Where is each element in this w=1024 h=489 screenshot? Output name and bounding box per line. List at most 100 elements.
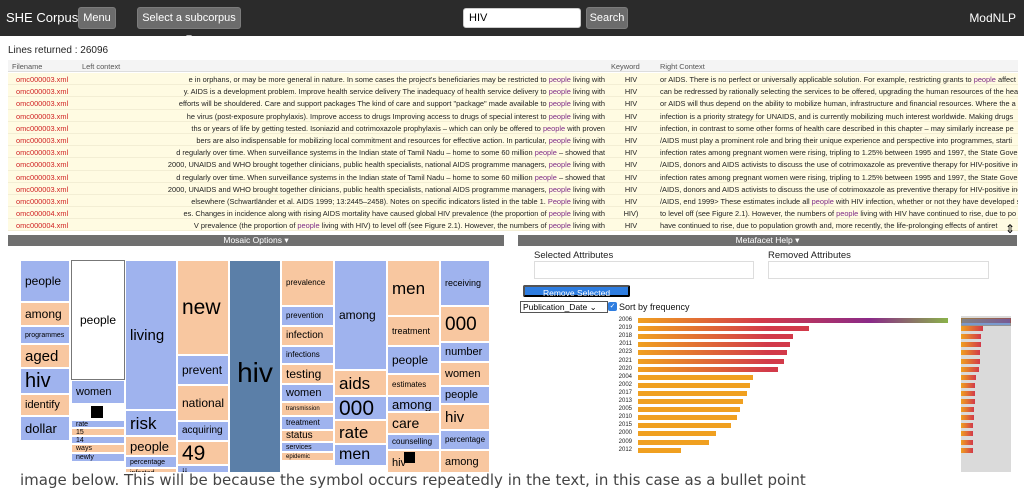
mosaic-tile[interactable]: women [440, 362, 490, 386]
mosaic-tile[interactable]: rate [334, 420, 387, 444]
mosaic-tile[interactable]: among [440, 450, 490, 472]
concordance-row[interactable]: omc000003.xml he virus (post-exposure pro… [8, 109, 1018, 122]
mosaic-tile[interactable]: infections [281, 346, 334, 364]
frequency-bar[interactable] [638, 366, 778, 372]
mosaic-tile[interactable]: prevalence [281, 260, 334, 306]
concordance-row[interactable]: omc000003.xml d regularly over time. When… [8, 170, 1018, 183]
mosaic-tile[interactable]: prevent [177, 355, 229, 385]
bullet-symbol-tile[interactable] [404, 452, 415, 463]
remove-selected-button[interactable]: Remove Selected [523, 285, 630, 298]
filename-cell[interactable]: omc000003.xml [16, 160, 69, 170]
concordance-row[interactable]: omc000003.xml 2000, UNAIDS and WHO brough… [8, 182, 1018, 195]
filename-cell[interactable]: omc000003.xml [16, 123, 69, 133]
concordance-row[interactable]: omc000003.xml elsewhere (Schwartländer et… [8, 194, 1018, 208]
mosaic-tile[interactable]: aged [20, 344, 70, 368]
mosaic-tile[interactable]: people [125, 436, 177, 456]
mosaic-tile[interactable]: aids [334, 370, 387, 396]
frequency-bar[interactable] [638, 382, 750, 388]
frequency-bar[interactable] [638, 447, 682, 453]
mosaic-tile[interactable]: national [177, 385, 229, 421]
mosaic-tile[interactable]: among [334, 260, 387, 370]
mosaic-tile[interactable]: programmes [20, 326, 70, 344]
mosaic-tile[interactable]: estimates [387, 374, 440, 396]
mosaic-tile[interactable]: 14 [71, 436, 125, 444]
mosaic-tile[interactable]: care [387, 412, 440, 434]
filename-cell[interactable]: omc000004.xml [16, 209, 69, 219]
frequency-bar[interactable] [638, 431, 716, 437]
concordance-row[interactable]: omc000003.xml y. AIDS is a development pr… [8, 85, 1018, 98]
mosaic-tile[interactable]: receiving [440, 260, 490, 306]
frequency-bar[interactable] [638, 374, 753, 380]
mosaic-tile[interactable]: 49 [177, 441, 229, 465]
concordance-row[interactable]: omc000003.xml d regularly over time. When… [8, 146, 1018, 159]
mosaic-tile[interactable]: percentage [440, 430, 490, 450]
mosaic-tile[interactable]: rate [71, 420, 125, 428]
mosaic-tile[interactable]: transmission [281, 402, 334, 416]
mosaic-tile[interactable]: ii [177, 465, 229, 472]
resize-handle-icon[interactable]: ⇕ [1005, 222, 1016, 236]
mosaic-tile[interactable]: testing [281, 364, 334, 384]
mosaic-tile[interactable]: among [387, 396, 440, 412]
mosaic-tile[interactable]: services [281, 442, 334, 452]
frequency-bar[interactable] [638, 390, 747, 396]
mosaic-tile[interactable]: women [281, 384, 334, 402]
header-keyword[interactable]: Keyword [611, 62, 640, 71]
mosaic-tile[interactable]: women [71, 380, 125, 404]
mosaic-tile[interactable]: people [71, 260, 125, 380]
metafacet-help-dropdown[interactable]: Metafacet Help ▾ [518, 235, 1017, 246]
mosaic-tile[interactable]: acquiring [177, 421, 229, 441]
mosaic-tile[interactable]: hiv [440, 404, 490, 430]
menu-button[interactable]: Menu [78, 7, 116, 29]
search-input[interactable] [463, 8, 581, 28]
filename-cell[interactable]: omc000003.xml [16, 87, 69, 97]
mosaic-tile[interactable]: people [440, 386, 490, 404]
frequency-bar[interactable] [638, 318, 948, 323]
mosaic-tile[interactable]: ways [71, 444, 125, 453]
mosaic-options-dropdown[interactable]: Mosaic Options ▾ [8, 235, 504, 246]
concordance-row[interactable]: omc000004.xml es. Changes in incidence al… [8, 207, 1018, 220]
frequency-bar[interactable] [638, 358, 784, 364]
filename-cell[interactable]: omc000003.xml [16, 111, 69, 121]
mosaic-tile[interactable]: risk [125, 410, 177, 436]
mosaic-tile[interactable]: counselling [387, 434, 440, 450]
mosaic-tile[interactable]: treatment [387, 316, 440, 346]
mosaic-tile[interactable]: among [20, 302, 70, 326]
mosaic-tile[interactable]: number [440, 342, 490, 362]
frequency-bar[interactable] [638, 342, 790, 348]
mosaic-tile[interactable]: living [125, 260, 177, 410]
bullet-symbol-tile[interactable] [91, 406, 103, 418]
frequency-bar[interactable] [638, 326, 809, 332]
mosaic-tile[interactable]: men [387, 260, 440, 316]
filename-cell[interactable]: omc000004.xml [16, 221, 69, 231]
mosaic-tile[interactable]: people [20, 260, 70, 302]
filename-cell[interactable]: omc000003.xml [16, 172, 69, 182]
mosaic-tile[interactable]: 000 [440, 306, 490, 342]
mosaic-tile[interactable]: newly [71, 453, 125, 462]
mosaic-tile[interactable]: 15 [71, 428, 125, 436]
mosaic-tile[interactable]: people [387, 346, 440, 374]
selected-attributes-box[interactable] [534, 261, 754, 279]
mosaic-tile[interactable]: infected [125, 468, 177, 472]
header-filename[interactable]: Filename [12, 62, 43, 71]
mosaic-tile[interactable]: prevention [281, 306, 334, 326]
frequency-bar[interactable] [638, 423, 731, 429]
chart-overview-panel[interactable] [961, 316, 1011, 472]
attribute-select[interactable]: Publication_Date ⌄ [520, 301, 608, 313]
header-right-context[interactable]: Right Context [660, 62, 705, 71]
mosaic-tile[interactable]: 000 [334, 396, 387, 420]
mosaic-tile[interactable]: hiv [20, 368, 70, 394]
frequency-bar[interactable] [638, 334, 793, 340]
removed-attributes-box[interactable] [768, 261, 989, 279]
mosaic-tile[interactable]: identify [20, 394, 70, 416]
filename-cell[interactable]: omc000003.xml [16, 184, 69, 194]
frequency-bar[interactable] [638, 399, 744, 404]
concordance-row[interactable]: omc000003.xml bers are also indispensable… [8, 133, 1018, 147]
concordance-row[interactable]: omc000003.xml e in orphans, or may be mor… [8, 73, 1018, 86]
mosaic-tile[interactable]: dollar [20, 416, 70, 441]
filename-cell[interactable]: omc000003.xml [16, 135, 69, 145]
frequency-bar[interactable] [638, 415, 738, 421]
filename-cell[interactable]: omc000003.xml [16, 148, 69, 158]
sort-by-frequency-checkbox[interactable]: ✓ [608, 302, 617, 311]
mosaic-tile[interactable]: hiv [229, 260, 281, 472]
concordance-row[interactable]: omc000004.xml V prevalence (the proportio… [8, 219, 1018, 231]
